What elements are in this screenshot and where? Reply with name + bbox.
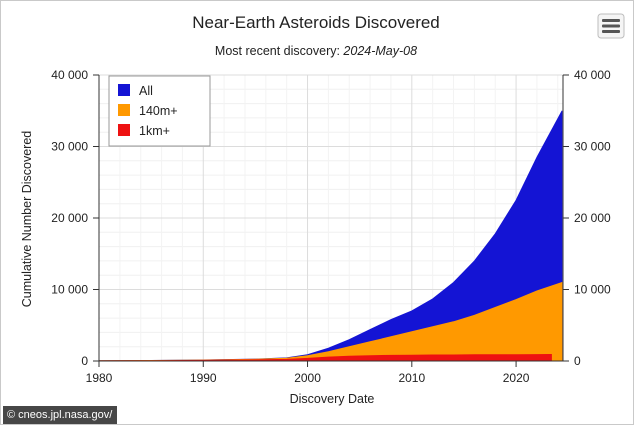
x-tick-label: 1990 [190, 371, 217, 385]
series-area-1km- [98, 353, 552, 362]
x-axis-title: Discovery Date [290, 392, 375, 406]
y-tick-label-left: 10 000 [51, 283, 88, 297]
chart-title: Near-Earth Asteroids Discovered [192, 13, 440, 32]
chart-subtitle: Most recent discovery: 2024-May-08 [215, 44, 417, 58]
y-axis-title: Cumulative Number Discovered [20, 131, 34, 308]
axes [93, 74, 569, 367]
y-tick-label-left: 30 000 [51, 140, 88, 154]
series-layer [98, 110, 563, 362]
chart-menu-button[interactable] [597, 13, 625, 39]
legend-swatch-1km- [118, 124, 130, 136]
credit-link[interactable]: © cneos.jpl.nasa.gov/ [3, 406, 118, 424]
hamburger-menu-icon [602, 19, 620, 33]
tick-labels: 0 0 10 000 10 000 20 000 20 000 30 000 30 000 40… [51, 68, 611, 385]
y-tick-label-right: 10 000 [574, 283, 611, 297]
legend-swatch-140m- [118, 104, 130, 116]
x-tick-label: 2020 [503, 371, 530, 385]
legend-swatch-all [118, 84, 130, 96]
y-tick-label-right: 30 000 [574, 140, 611, 154]
legend-label-all: All [139, 84, 153, 98]
y-tick-label-right: 20 000 [574, 211, 611, 225]
x-tick-label: 2010 [398, 371, 425, 385]
y-tick-label-left: 20 000 [51, 211, 88, 225]
legend: All 140m+ 1km+ [108, 75, 211, 147]
y-tick-label-right: 0 [574, 354, 581, 368]
x-tick-label: 1980 [86, 371, 113, 385]
y-tick-label-left: 40 000 [51, 68, 88, 82]
legend-label-1km-: 1km+ [139, 124, 170, 138]
y-tick-label-left: 0 [81, 354, 88, 368]
x-tick-label: 2000 [294, 371, 321, 385]
subtitle-date: 2024-May-08 [342, 44, 417, 58]
credit-text: © cneos.jpl.nasa.gov/ [7, 409, 113, 421]
y-tick-label-right: 40 000 [574, 68, 611, 82]
legend-label-140m-: 140m+ [139, 104, 178, 118]
subtitle-prefix: Most recent discovery: [215, 44, 344, 58]
